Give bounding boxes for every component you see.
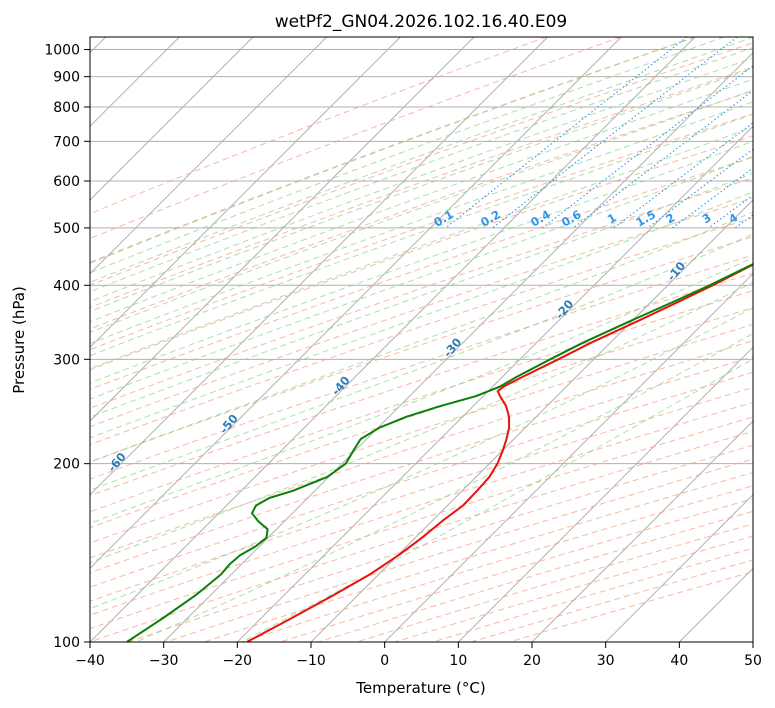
moist-adiabat-line xyxy=(90,140,753,384)
dry-adiabat-line xyxy=(90,66,753,309)
y-tick-label: 1000 xyxy=(44,43,80,59)
dewpoint-profile-line xyxy=(126,263,753,642)
dry-adiabat-line xyxy=(90,356,753,574)
moist-adiabat-line xyxy=(90,281,753,564)
x-axis-label: Temperature (°C) xyxy=(355,679,485,697)
dry-adiabat-line xyxy=(90,197,753,428)
isotherm-line xyxy=(457,346,753,642)
moist-adiabat-line xyxy=(90,37,696,264)
x-tick-label: −20 xyxy=(223,653,253,669)
x-tick-label: −10 xyxy=(296,653,326,669)
moist-adiabat-line xyxy=(90,156,753,400)
isotherm-line xyxy=(236,125,753,642)
x-tick-label: 20 xyxy=(523,653,541,669)
y-tick-label: 500 xyxy=(53,221,80,237)
moist-adiabat-line xyxy=(90,233,753,491)
dry-adiabat-line xyxy=(90,37,696,263)
moist-adiabat-line xyxy=(90,113,753,357)
x-tick-label: −30 xyxy=(149,653,179,669)
y-tick-label: 700 xyxy=(53,134,80,150)
moist-adiabat-line xyxy=(135,333,753,642)
x-tick-label: −40 xyxy=(75,653,105,669)
isotherm-line xyxy=(90,37,328,275)
moist-adiabat-line xyxy=(90,47,753,293)
moist-adiabat-line xyxy=(90,89,753,333)
moist-adiabat-line xyxy=(90,211,753,463)
y-axis-label: Pressure (hPa) xyxy=(10,286,28,394)
y-tick-label: 100 xyxy=(53,635,80,651)
isotherm-line xyxy=(384,272,753,642)
x-tick-label: 10 xyxy=(449,653,467,669)
dry-adiabat-line xyxy=(90,177,753,409)
dry-adiabat-line xyxy=(90,217,753,446)
y-tick-label: 400 xyxy=(53,278,80,294)
isotherm-line xyxy=(90,37,696,642)
dry-adiabat-line xyxy=(90,156,753,390)
isotherm-line xyxy=(531,420,753,642)
x-tick-label: 0 xyxy=(380,653,389,669)
x-tick-label: 40 xyxy=(670,653,688,669)
isotherm-line xyxy=(90,37,622,570)
y-tick-label: 900 xyxy=(53,70,80,86)
moist-adiabat-line xyxy=(90,67,753,313)
mixing-ratio-line xyxy=(492,37,738,229)
isotherm-line xyxy=(605,493,753,642)
mixing-ratio-line xyxy=(572,90,753,229)
isotherm-line xyxy=(90,37,401,349)
isotherm-line xyxy=(310,199,753,642)
dry-adiabat-line xyxy=(90,37,547,215)
isotherm-line xyxy=(90,37,549,496)
moist-adiabat-line xyxy=(241,358,753,642)
mixing-ratio-line xyxy=(542,65,753,229)
isotherm-line xyxy=(163,51,753,642)
y-tick-label: 800 xyxy=(53,100,80,116)
temperature-profile-line xyxy=(246,263,753,642)
isotherm-line xyxy=(90,37,254,201)
x-tick-label: 50 xyxy=(744,653,762,669)
dry-adiabat-line xyxy=(90,386,753,602)
chart-title: wetPf2_GN04.2026.102.16.40.E09 xyxy=(275,12,567,32)
moist-adiabat-line xyxy=(90,57,753,303)
y-tick-label: 200 xyxy=(53,457,80,473)
dry-adiabat-line xyxy=(90,42,753,286)
dry-adiabat-line xyxy=(90,290,753,513)
y-tick-label: 600 xyxy=(53,174,80,190)
y-tick-label: 300 xyxy=(53,352,80,368)
moist-adiabat-line xyxy=(90,78,753,323)
dry-adiabat-line xyxy=(90,340,753,559)
mixing-ratio-line xyxy=(672,167,753,229)
dry-adiabat-line xyxy=(90,37,622,239)
isotherm-line xyxy=(90,37,475,422)
moist-adiabat-line xyxy=(90,126,753,370)
plot-frame xyxy=(89,36,754,643)
dry-adiabat-line xyxy=(90,254,753,480)
moist-adiabat-line xyxy=(90,257,753,524)
moist-adiabat-line xyxy=(90,172,753,418)
x-tick-label: 30 xyxy=(597,653,615,669)
moist-adiabat-line xyxy=(90,37,725,274)
